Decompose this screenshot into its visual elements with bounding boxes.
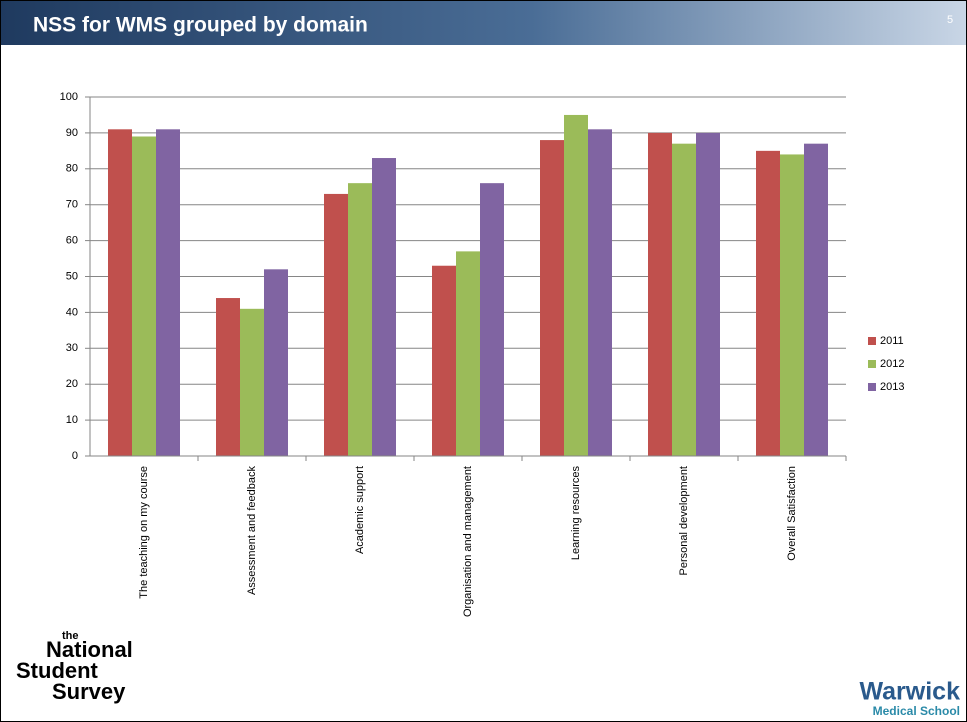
x-tick-label: Personal development <box>678 466 690 575</box>
bar <box>480 183 504 456</box>
title-fade <box>0 45 967 70</box>
bar <box>672 143 696 457</box>
y-tick-label: 50 <box>66 270 78 282</box>
x-tick-label: Overall Satisfaction <box>786 466 798 561</box>
bar <box>372 158 396 456</box>
bar <box>132 136 156 457</box>
legend-label: 2012 <box>880 358 904 370</box>
y-tick-label: 0 <box>72 450 78 462</box>
logo-text: Medical School <box>873 704 960 718</box>
bar <box>696 132 720 456</box>
x-tick-label: Assessment and feedback <box>246 466 258 596</box>
x-tick-label: Learning resources <box>570 466 582 561</box>
legend-label: 2013 <box>880 381 904 393</box>
bar <box>780 154 804 456</box>
x-tick-label: Organisation and management <box>462 466 474 617</box>
bar <box>756 150 780 456</box>
legend-swatch <box>868 383 876 391</box>
bar <box>432 265 456 456</box>
bar <box>804 143 828 457</box>
bar <box>588 129 612 456</box>
y-tick-label: 80 <box>66 163 78 175</box>
y-tick-label: 40 <box>66 306 78 318</box>
bar <box>540 140 564 456</box>
bar <box>156 129 180 456</box>
logo-text: Student <box>16 658 99 683</box>
logo-nss: the National Student Survey <box>16 630 133 704</box>
legend-label: 2011 <box>880 335 904 347</box>
legend-swatch <box>868 360 876 368</box>
x-tick-label: Academic support <box>354 466 366 554</box>
logo-text: Survey <box>52 679 126 704</box>
logo-text: National <box>46 637 133 662</box>
bar <box>216 298 240 456</box>
bar <box>324 193 348 456</box>
bar <box>240 308 264 456</box>
bar <box>348 183 372 456</box>
bar <box>264 269 288 456</box>
bar <box>108 129 132 456</box>
logo-warwick: Warwick Medical School <box>859 678 960 719</box>
title-bar <box>0 0 967 45</box>
y-tick-label: 70 <box>66 199 78 211</box>
y-tick-label: 30 <box>66 342 78 354</box>
logo-text: Warwick <box>859 678 960 706</box>
plot: 0 10 20 30 40 50 60 70 80 90 100 The teaching on my… <box>60 91 905 617</box>
slide-title: NSS for WMS grouped by domain <box>33 14 368 37</box>
y-tick-label: 100 <box>60 91 78 103</box>
bar <box>648 132 672 456</box>
logo-text: the <box>62 630 79 642</box>
y-tick-label: 20 <box>66 378 78 390</box>
bar <box>564 114 588 456</box>
x-tick-label: The teaching on my course <box>138 466 150 599</box>
y-tick-label: 10 <box>66 414 78 426</box>
page-number: 5 <box>947 14 953 26</box>
legend-swatch <box>868 337 876 345</box>
y-tick-label: 90 <box>66 127 78 139</box>
y-tick-label: 60 <box>66 235 78 247</box>
bar <box>456 251 480 456</box>
